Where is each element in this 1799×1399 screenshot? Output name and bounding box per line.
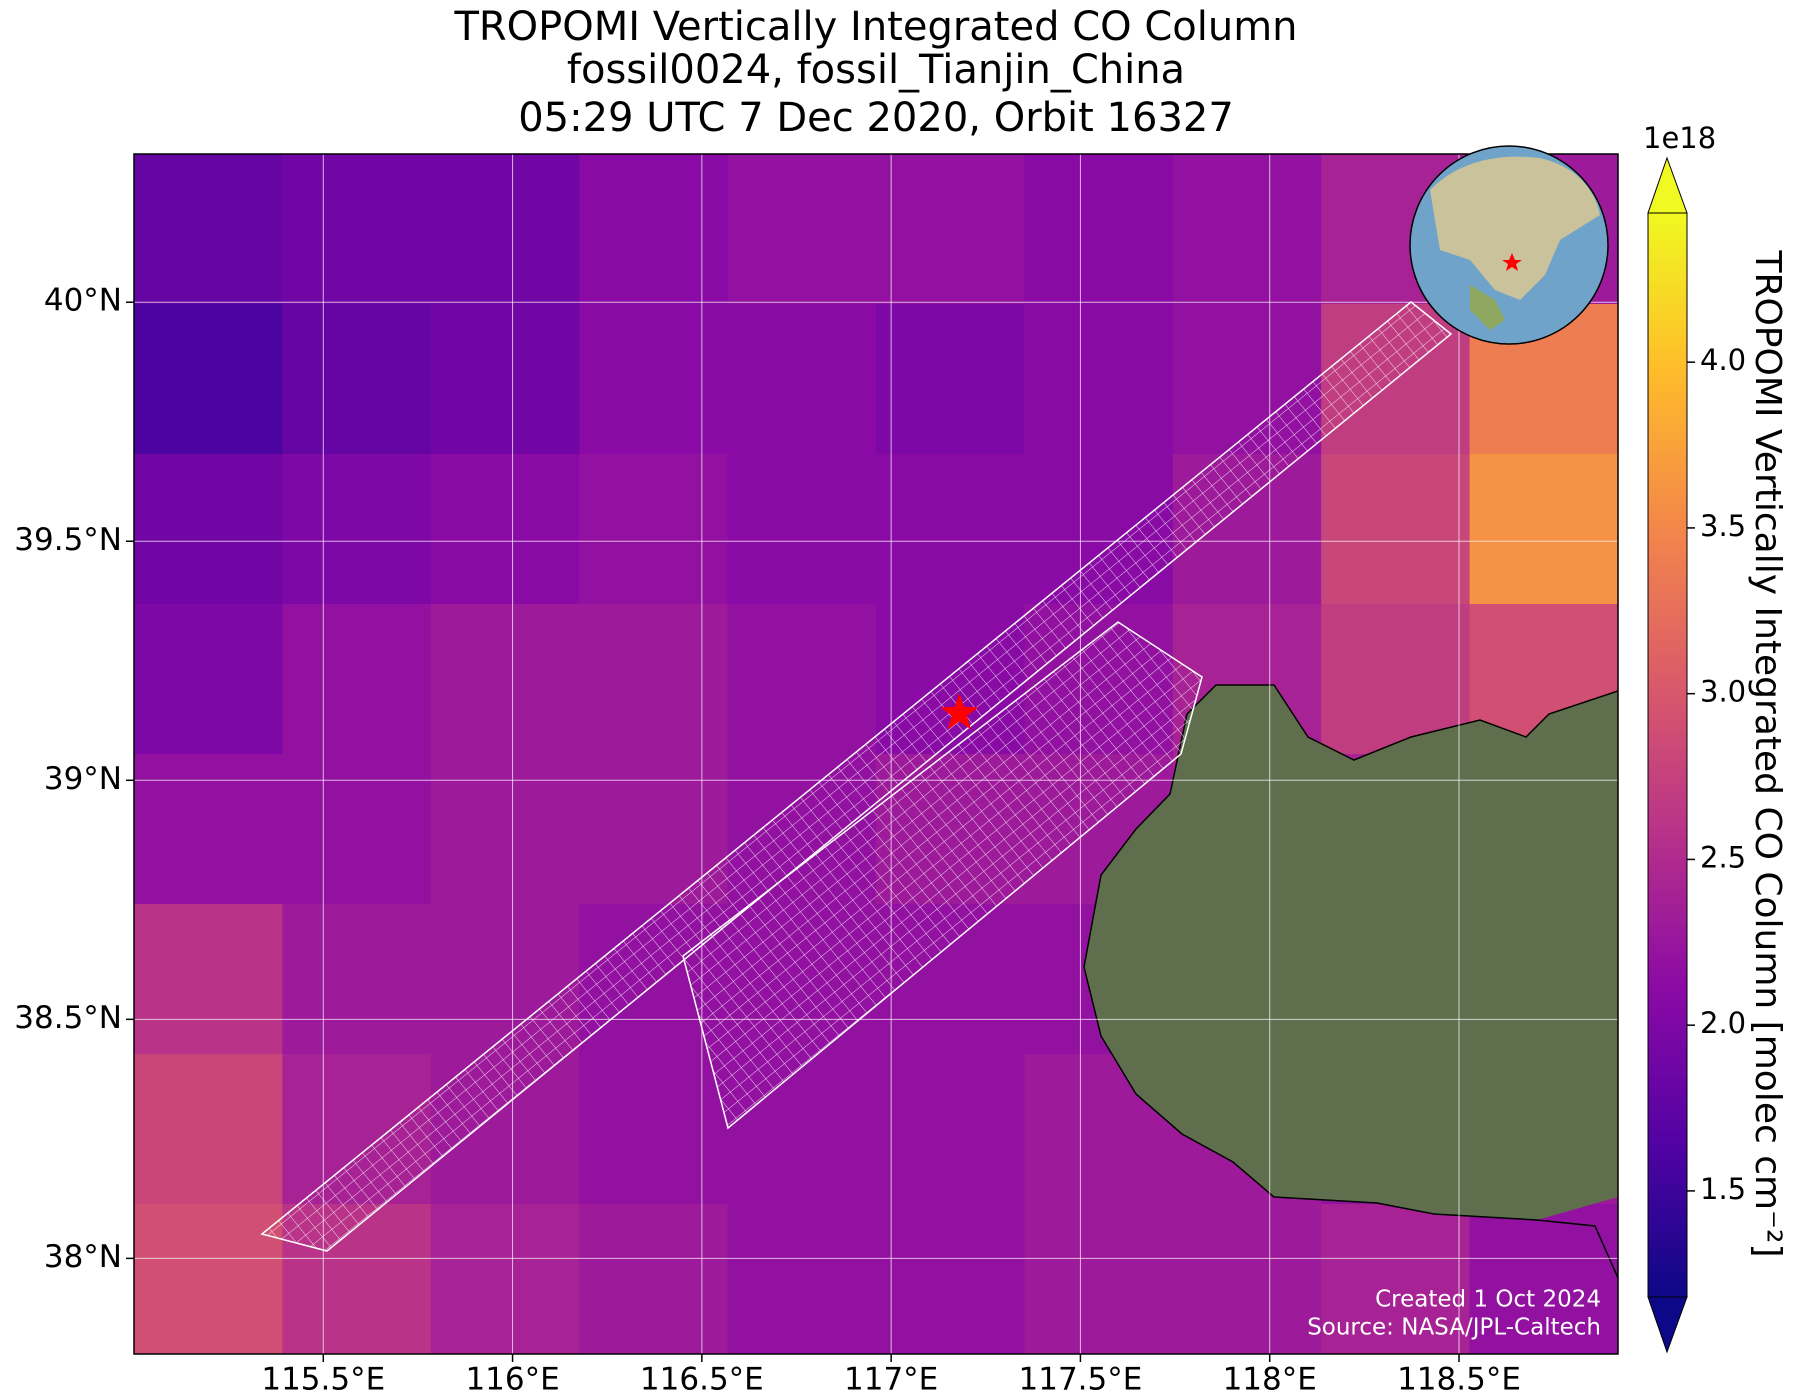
colorbar-bar — [1647, 212, 1688, 1298]
co-cell — [876, 454, 1025, 605]
co-cell — [134, 604, 283, 755]
co-cell — [727, 604, 877, 755]
colorbar-tick-label: 3.0 — [1700, 675, 1746, 709]
co-cell — [1024, 1204, 1174, 1354]
co-cell — [1172, 1204, 1322, 1354]
basemap — [260, 301, 1618, 1279]
credit: Source: NASA/JPL-Caltech — [1307, 1315, 1601, 1341]
colorbar-tick-label: 2.0 — [1700, 1006, 1746, 1040]
x-tick-label: 118°E — [1223, 1362, 1317, 1398]
colorbar-label: TROPOMI Vertically Integrated CO Column … — [1747, 249, 1788, 1257]
swath — [682, 621, 1203, 1130]
x-tick-label: 117.5°E — [1019, 1362, 1143, 1398]
colorbar-tick-label: 4.0 — [1700, 343, 1746, 377]
co-cell — [430, 1204, 580, 1354]
colorbar-tick-label: 1.5 — [1700, 1172, 1746, 1206]
colorbar-tick-label: 2.5 — [1700, 840, 1746, 874]
y-tick-label: 39.5°N — [14, 522, 122, 558]
co-cell — [282, 304, 432, 455]
x-tick-label: 117°E — [844, 1362, 938, 1398]
coastline — [1083, 684, 1618, 1279]
y-tick-label: 39°N — [44, 761, 122, 797]
co-cell — [134, 454, 283, 605]
x-tick-label: 115.5°E — [261, 1362, 385, 1398]
co-cell — [1172, 154, 1322, 305]
map-frame — [133, 153, 1619, 1355]
star-glyph — [1502, 253, 1522, 271]
x-tick-label: 116°E — [465, 1362, 559, 1398]
co-cell — [134, 754, 283, 905]
x-tick-label: 116.5°E — [640, 1362, 764, 1398]
co-cell — [430, 754, 580, 905]
co-cell — [134, 1054, 283, 1205]
co-cell — [876, 1054, 1025, 1205]
colorbar-extend — [1647, 1296, 1688, 1354]
co-cell — [430, 454, 580, 605]
co-cell — [579, 454, 729, 605]
co-cell — [282, 454, 432, 605]
co-cell — [727, 1204, 877, 1354]
x-tick-label: 118.5°E — [1397, 1362, 1521, 1398]
co-cell — [579, 154, 729, 305]
globe-land — [1470, 285, 1505, 330]
co-cell — [1024, 154, 1174, 305]
swath — [260, 301, 1453, 1252]
y-tick-label: 38°N — [44, 1239, 122, 1275]
inset-globe — [1409, 145, 1609, 345]
site — [940, 693, 979, 730]
co-cell — [876, 304, 1025, 455]
colorbar-offset: 1e18 — [1643, 121, 1716, 155]
co-cell — [134, 1204, 283, 1354]
colorbar-tick-label: 3.5 — [1700, 509, 1746, 543]
co-cell — [134, 154, 283, 305]
co-cell — [1469, 454, 1618, 605]
co-cell — [579, 1204, 729, 1354]
co-cell — [430, 304, 580, 455]
co-cell — [282, 154, 432, 305]
co-cell — [727, 454, 877, 605]
colorbar-extend — [1647, 156, 1688, 214]
co-cell — [134, 904, 283, 1055]
co-cell — [1321, 454, 1471, 605]
credit: Created 1 Oct 2024 — [1375, 1287, 1601, 1313]
y-tick-label: 38.5°N — [14, 1000, 122, 1036]
site-marker — [940, 693, 979, 730]
co-cell — [876, 154, 1025, 305]
gridlines — [134, 154, 1618, 1354]
title-line: TROPOMI Vertically Integrated CO Column — [453, 4, 1297, 50]
title: TROPOMI Vertically Integrated CO Column … — [453, 4, 1297, 141]
co-cell — [282, 904, 432, 1055]
sea — [1084, 685, 1618, 1220]
co-cell — [727, 154, 877, 305]
y-tick-label: 40°N — [44, 283, 122, 319]
co-cell — [876, 1204, 1025, 1354]
co-cell — [1321, 1204, 1471, 1354]
co-cell — [1469, 1204, 1618, 1354]
co-cell — [430, 604, 580, 755]
co-cell — [579, 304, 729, 455]
title-line: 05:29 UTC 7 Dec 2020, Orbit 16327 — [518, 95, 1234, 141]
globe-land — [1430, 156, 1600, 300]
title-line: fossil0024, fossil_Tianjin_China — [567, 47, 1185, 93]
colorbar: 1e18 TROPOMI Vertically Integrated CO Co… — [1643, 121, 1788, 1354]
co-cell — [579, 1054, 729, 1205]
co-cell — [282, 754, 432, 905]
co-cell — [727, 304, 877, 455]
co-cell — [579, 604, 729, 755]
co-cell — [430, 154, 580, 305]
co-cell — [1024, 304, 1174, 455]
co-cell — [134, 304, 283, 455]
co-cell — [282, 604, 432, 755]
